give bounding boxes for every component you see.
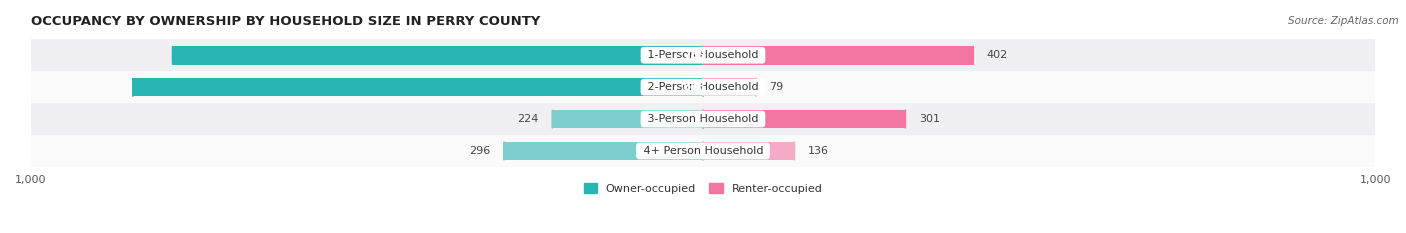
Text: 4+ Person Household: 4+ Person Household: [640, 146, 766, 156]
Bar: [703, 110, 905, 128]
Text: Source: ZipAtlas.com: Source: ZipAtlas.com: [1288, 16, 1399, 26]
Text: 848: 848: [683, 82, 706, 92]
Bar: [503, 142, 703, 160]
Text: 402: 402: [987, 50, 1008, 60]
Bar: [134, 78, 703, 96]
Text: 136: 136: [808, 146, 830, 156]
Text: OCCUPANCY BY OWNERSHIP BY HOUSEHOLD SIZE IN PERRY COUNTY: OCCUPANCY BY OWNERSHIP BY HOUSEHOLD SIZE…: [31, 15, 540, 28]
Bar: [173, 46, 703, 65]
Bar: [703, 46, 973, 65]
Text: 224: 224: [517, 114, 538, 124]
Bar: [31, 135, 1375, 167]
Text: 3-Person Household: 3-Person Household: [644, 114, 762, 124]
Bar: [31, 39, 1375, 71]
Text: 1-Person Household: 1-Person Household: [644, 50, 762, 60]
Text: 789: 789: [683, 50, 706, 60]
Bar: [31, 71, 1375, 103]
Text: 301: 301: [918, 114, 939, 124]
Text: 79: 79: [769, 82, 783, 92]
Bar: [703, 142, 794, 160]
Bar: [553, 110, 703, 128]
Text: 2-Person Household: 2-Person Household: [644, 82, 762, 92]
Bar: [31, 103, 1375, 135]
Legend: Owner-occupied, Renter-occupied: Owner-occupied, Renter-occupied: [583, 183, 823, 194]
Bar: [703, 78, 756, 96]
Text: 296: 296: [470, 146, 491, 156]
